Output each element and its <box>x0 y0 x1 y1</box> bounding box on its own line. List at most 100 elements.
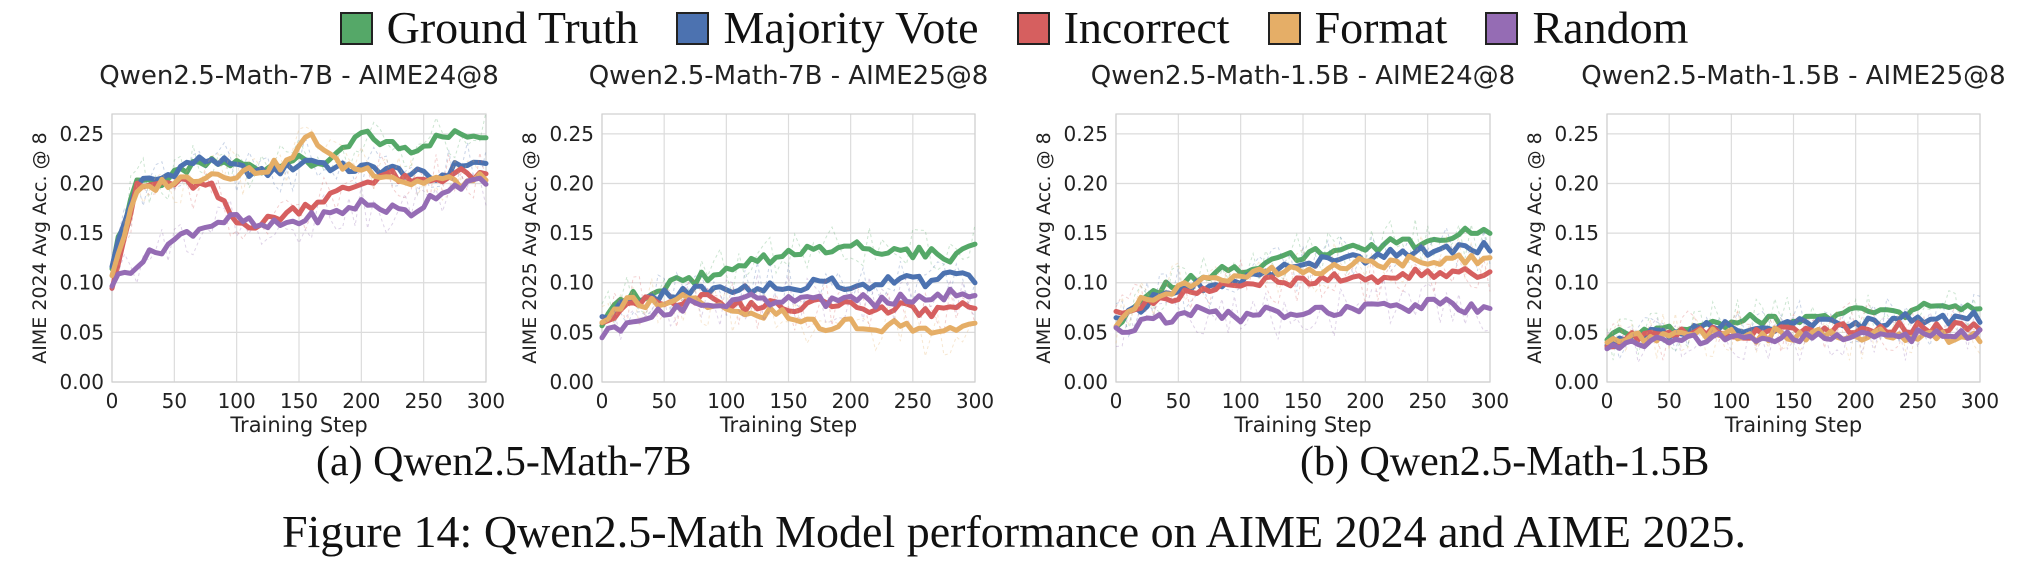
series-line-random <box>109 175 489 289</box>
y-tick-label: 0.00 <box>59 370 104 394</box>
chart-title: Qwen2.5-Math-7B - AIME24@8 <box>99 61 499 91</box>
x-tick-label: 250 <box>405 389 443 413</box>
x-axis-label: Training Step <box>229 413 367 437</box>
y-tick-label: 0.15 <box>549 221 594 245</box>
y-tick-label: 0.20 <box>59 171 104 195</box>
y-tick-label: 0.25 <box>1063 122 1108 146</box>
series-line-random <box>1604 327 1983 352</box>
x-axis-label: Training Step <box>1724 413 1862 437</box>
series-line-majority-vote <box>599 269 978 321</box>
x-tick-label: 150 <box>1774 389 1812 413</box>
y-tick-label: 0.15 <box>1063 221 1108 245</box>
series-raw-random <box>1115 277 1491 347</box>
x-tick-label: 200 <box>1346 389 1384 413</box>
y-tick-label: 0.25 <box>59 122 104 146</box>
y-tick-label: 0.05 <box>1063 320 1108 344</box>
series-line-random <box>599 286 978 341</box>
y-tick-label: 0.15 <box>59 221 104 245</box>
x-tick-label: 300 <box>467 389 505 413</box>
x-tick-label: 300 <box>956 389 994 413</box>
legend-swatch-random <box>1485 11 1519 45</box>
legend-label-ground-truth: Ground Truth <box>386 2 639 53</box>
x-tick-label: 50 <box>1166 389 1191 413</box>
legend-item-format: Format <box>1267 2 1448 53</box>
x-tick-label: 300 <box>1961 389 1999 413</box>
x-tick-label: 250 <box>1409 389 1447 413</box>
y-tick-label: 0.20 <box>549 171 594 195</box>
series-line-format <box>599 292 978 336</box>
plot-frame <box>111 113 487 383</box>
x-tick-label: 0 <box>1110 389 1123 413</box>
y-tick-label: 0.20 <box>1063 171 1108 195</box>
y-tick-label: 0.25 <box>1554 122 1599 146</box>
x-axis-label: Training Step <box>1233 413 1371 437</box>
legend-swatch-format <box>1267 11 1301 45</box>
y-tick-label: 0.15 <box>1554 221 1599 245</box>
chart-title: Qwen2.5-Math-1.5B - AIME25@8 <box>1581 61 2005 91</box>
y-axis-label: AIME 2025 Avg Acc. @ 8 <box>1524 132 1546 363</box>
x-axis-label: Training Step <box>719 413 857 437</box>
x-tick-label: 150 <box>1284 389 1322 413</box>
series-line-majority-vote <box>1113 240 1493 322</box>
x-tick-label: 250 <box>894 389 932 413</box>
x-tick-label: 100 <box>707 389 745 413</box>
x-tick-label: 100 <box>1712 389 1750 413</box>
series-line-incorrect <box>1113 266 1493 316</box>
y-tick-label: 0.10 <box>549 271 594 295</box>
legend-label-incorrect: Incorrect <box>1063 2 1230 53</box>
legend-item-incorrect: Incorrect <box>1016 2 1230 53</box>
x-tick-label: 200 <box>1837 389 1875 413</box>
x-tick-label: 0 <box>596 389 609 413</box>
x-tick-label: 200 <box>832 389 870 413</box>
chart-panel-2: 0 50 100 150 200 250 300 0.00 0.05 0.10 0.15 0.20 0.… <box>519 61 994 437</box>
x-tick-label: 200 <box>342 389 380 413</box>
y-tick-label: 0.00 <box>549 370 594 394</box>
plot-frame <box>601 113 976 383</box>
subcaption-b: (b) Qwen2.5-Math-1.5B <box>1300 439 1710 485</box>
series-raw-format <box>1606 308 1981 361</box>
legend-item-ground-truth: Ground Truth <box>339 2 639 53</box>
x-tick-label: 150 <box>280 389 318 413</box>
series-line-ground-truth <box>109 128 489 272</box>
x-tick-label: 50 <box>1656 389 1681 413</box>
series-line-incorrect <box>1604 319 1983 350</box>
y-tick-label: 0.05 <box>59 320 104 344</box>
series-line-format <box>109 131 489 279</box>
series-raw-majority-vote <box>1115 226 1491 338</box>
x-tick-label: 50 <box>651 389 676 413</box>
x-tick-label: 300 <box>1471 389 1509 413</box>
x-tick-label: 100 <box>1222 389 1260 413</box>
x-tick-label: 0 <box>106 389 119 413</box>
y-tick-label: 0.00 <box>1554 370 1599 394</box>
y-tick-label: 0.20 <box>1554 171 1599 195</box>
legend-label-random: Random <box>1532 2 1689 53</box>
series-raw-ground-truth <box>601 224 976 327</box>
y-axis-label: AIME 2025 Avg Acc. @ 8 <box>519 132 541 363</box>
x-tick-label: 100 <box>218 389 256 413</box>
legend-swatch-majority-vote <box>676 11 710 45</box>
series-raw-ground-truth <box>111 111 487 285</box>
series-line-format <box>1113 252 1493 329</box>
series-raw-format <box>1115 235 1491 344</box>
legend-item-random: Random <box>1485 5 1688 51</box>
y-tick-label: 0.25 <box>549 122 594 146</box>
series-raw-incorrect <box>1115 254 1491 320</box>
y-axis-label: AIME 2024 Avg Acc. @ 8 <box>1033 132 1055 363</box>
chart-panel-1: 0 50 100 150 200 250 300 0.00 0.05 0.10 0.15 0.20 0.… <box>29 61 505 437</box>
y-tick-label: 0.10 <box>1063 271 1108 295</box>
legend-item-majority-vote: Majority Vote <box>676 2 979 53</box>
x-tick-label: 150 <box>769 389 807 413</box>
chart-panel-4: 0 50 100 150 200 250 300 0.00 0.05 0.10 0.15 0.20 0.… <box>1524 61 2006 437</box>
legend-label-majority-vote: Majority Vote <box>723 2 979 53</box>
subcaption-a: (a) Qwen2.5-Math-7B <box>316 439 692 485</box>
chart-panel-3: 0 50 100 150 200 250 300 0.00 0.05 0.10 0.15 0.20 0.… <box>1033 61 1515 437</box>
plot-frame <box>1606 113 1981 383</box>
y-axis-label: AIME 2024 Avg Acc. @ 8 <box>29 132 51 363</box>
series-raw-random <box>111 170 487 292</box>
y-tick-label: 0.00 <box>1063 370 1108 394</box>
legend: Ground Truth Majority Vote Incorrect For… <box>0 2 2028 54</box>
legend-label-format: Format <box>1314 2 1448 53</box>
chart-title: Qwen2.5-Math-7B - AIME25@8 <box>589 61 989 91</box>
